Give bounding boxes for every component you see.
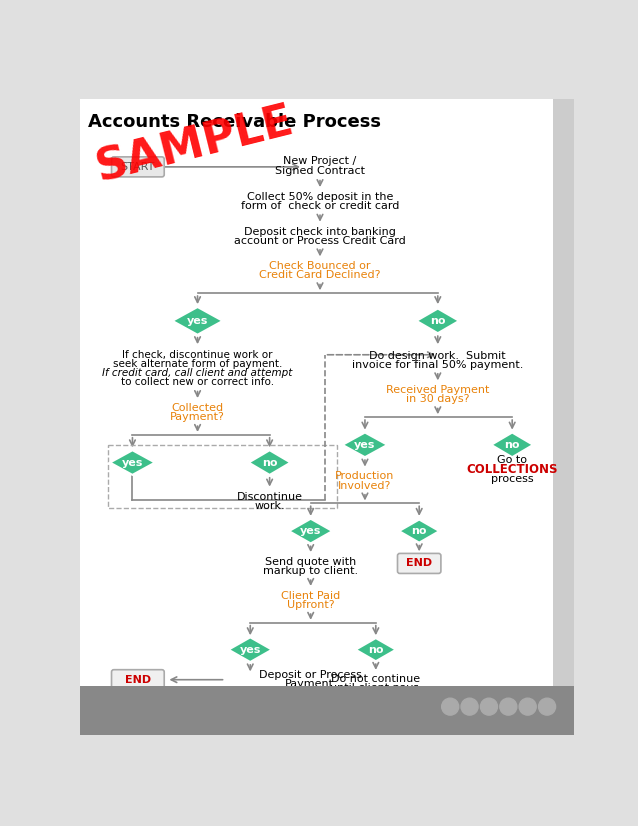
Text: Accounts Receivable Process: Accounts Receivable Process (87, 113, 380, 131)
Circle shape (538, 698, 556, 715)
Text: SAMPLE: SAMPLE (91, 100, 298, 191)
Text: Involved?: Involved? (338, 481, 392, 491)
FancyBboxPatch shape (112, 157, 164, 177)
Text: no: no (262, 458, 278, 468)
Text: no: no (505, 440, 520, 450)
Circle shape (519, 698, 536, 715)
Text: New Project /: New Project / (283, 156, 357, 167)
Text: More Accounting Process Maps Available for Download at The Process Shop™: More Accounting Process Maps Available f… (86, 702, 436, 711)
Text: work.: work. (255, 501, 285, 511)
Polygon shape (289, 519, 332, 544)
Text: process: process (491, 474, 533, 484)
Text: until client pays.: until client pays. (330, 683, 422, 693)
Text: in 30 days?: in 30 days? (406, 395, 470, 405)
FancyBboxPatch shape (553, 99, 574, 686)
Text: Payment.: Payment. (285, 679, 337, 690)
Text: Collect 50% deposit in the: Collect 50% deposit in the (247, 192, 393, 202)
Text: Signed Contract: Signed Contract (275, 167, 365, 177)
Text: yes: yes (122, 458, 143, 468)
Polygon shape (399, 520, 440, 543)
Text: Discontinue: Discontinue (237, 492, 302, 502)
Circle shape (500, 698, 517, 715)
Text: no: no (412, 526, 427, 536)
Polygon shape (110, 450, 155, 475)
Text: Received Payment: Received Payment (386, 385, 489, 395)
Text: END: END (406, 558, 433, 568)
Text: Collected: Collected (172, 403, 223, 413)
Text: © Copyright 2007, 2014.  Alicia Butler Pierre for Equilibria, Inc.: © Copyright 2007, 2014. Alicia Butler Pi… (86, 693, 371, 702)
Text: yes: yes (354, 440, 376, 450)
Text: to collect new or correct info.: to collect new or correct info. (121, 377, 274, 387)
Text: If check, discontinue work or: If check, discontinue work or (122, 349, 273, 360)
Text: account or Process Credit Card: account or Process Credit Card (234, 235, 406, 246)
Text: yes: yes (187, 316, 208, 326)
Polygon shape (228, 638, 272, 662)
FancyBboxPatch shape (80, 99, 553, 686)
Text: Deposit or Process: Deposit or Process (259, 670, 362, 680)
Text: Credit Card Declined?: Credit Card Declined? (259, 270, 381, 281)
FancyBboxPatch shape (397, 553, 441, 573)
Text: Do design work.  Submit: Do design work. Submit (369, 350, 506, 360)
Text: COLLECTIONS: COLLECTIONS (466, 463, 558, 476)
Text: EQBsystems.com/smallbusinessprocesses.html: EQBsystems.com/smallbusinessprocesses.ht… (86, 714, 299, 723)
Text: no: no (368, 644, 383, 655)
Polygon shape (172, 307, 223, 335)
Text: Client Paid: Client Paid (281, 591, 340, 601)
Polygon shape (249, 450, 290, 475)
Text: seek alternate form of payment.: seek alternate form of payment. (113, 359, 282, 369)
FancyBboxPatch shape (112, 670, 164, 690)
Circle shape (480, 698, 498, 715)
Text: Go to: Go to (497, 455, 527, 465)
Text: Deposit check into banking: Deposit check into banking (244, 226, 396, 236)
Text: markup to client.: markup to client. (263, 566, 359, 576)
Polygon shape (417, 309, 459, 333)
Polygon shape (343, 433, 387, 457)
Text: Check Bounced or: Check Bounced or (269, 261, 371, 271)
Text: If credit card, call client and attempt: If credit card, call client and attempt (102, 368, 293, 378)
Text: Do not continue: Do not continue (331, 674, 420, 684)
Text: invoice for final 50% payment.: invoice for final 50% payment. (352, 360, 524, 370)
Text: Production: Production (335, 472, 395, 482)
Text: Upfront?: Upfront? (287, 600, 334, 610)
Circle shape (441, 698, 459, 715)
Text: END: END (125, 675, 151, 685)
Text: Payment?: Payment? (170, 412, 225, 422)
Text: no: no (430, 316, 445, 326)
Text: yes: yes (300, 526, 322, 536)
Polygon shape (355, 638, 396, 662)
Text: form of  check or credit card: form of check or credit card (241, 202, 399, 211)
FancyBboxPatch shape (80, 686, 574, 735)
Text: yes: yes (239, 644, 261, 655)
Text: Send quote with: Send quote with (265, 557, 357, 567)
Circle shape (461, 698, 478, 715)
Polygon shape (491, 433, 533, 457)
Text: START: START (121, 162, 155, 172)
